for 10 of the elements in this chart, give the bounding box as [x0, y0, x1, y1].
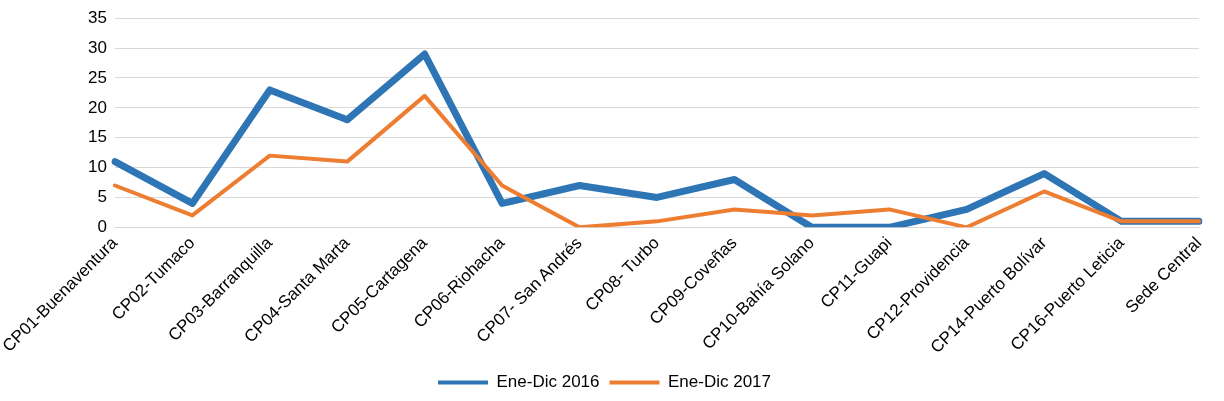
y-tick-label: 25 — [88, 67, 107, 87]
legend-label: Ene-Dic 2016 — [496, 372, 600, 392]
y-tick-label: 35 — [88, 7, 107, 27]
legend-label: Ene-Dic 2017 — [668, 372, 772, 392]
y-tick-label: 20 — [88, 97, 107, 117]
y-tick-label: 10 — [88, 157, 107, 177]
y-tick-label: 5 — [97, 187, 107, 207]
y-tick-label: 30 — [88, 37, 107, 57]
y-tick-label: 15 — [88, 127, 107, 147]
y-tick-label: 0 — [97, 217, 107, 237]
